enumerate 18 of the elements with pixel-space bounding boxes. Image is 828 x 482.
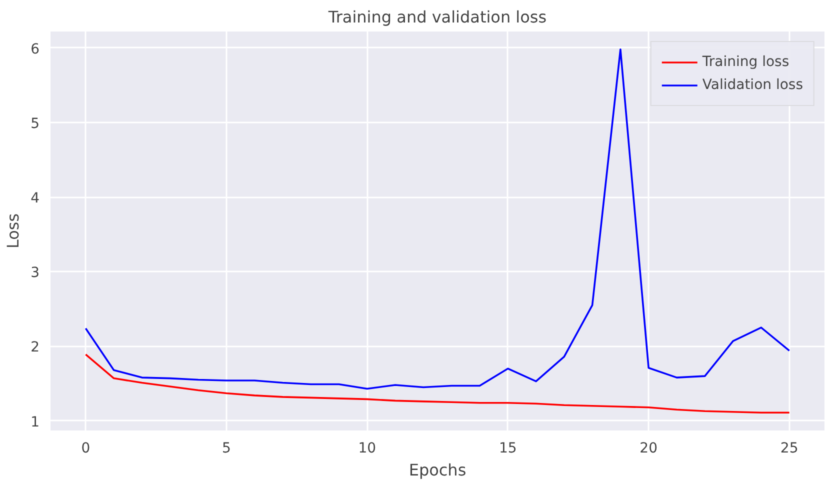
y-tick-label: 6 xyxy=(30,41,40,58)
y-axis-title: Loss xyxy=(4,213,23,249)
y-tick-label: 4 xyxy=(30,190,40,207)
y-tick-label: 1 xyxy=(30,414,40,430)
x-tick-label: 0 xyxy=(81,440,90,456)
x-axis-title: Epochs xyxy=(408,460,466,480)
x-tick-label: 15 xyxy=(498,440,517,456)
x-tick-label: 25 xyxy=(780,440,798,456)
chart-title: Training and validation loss xyxy=(327,8,547,26)
y-tick-label: 5 xyxy=(30,116,40,132)
y-tick-label: 2 xyxy=(30,340,40,356)
legend-label: Validation loss xyxy=(702,77,803,93)
x-tick-label: 20 xyxy=(640,440,658,456)
legend-label: Training loss xyxy=(702,54,790,70)
x-tick-label: 10 xyxy=(358,440,376,456)
y-tick-label: 3 xyxy=(30,265,40,282)
line-series xyxy=(84,354,790,414)
x-tick-label: 5 xyxy=(222,440,231,456)
